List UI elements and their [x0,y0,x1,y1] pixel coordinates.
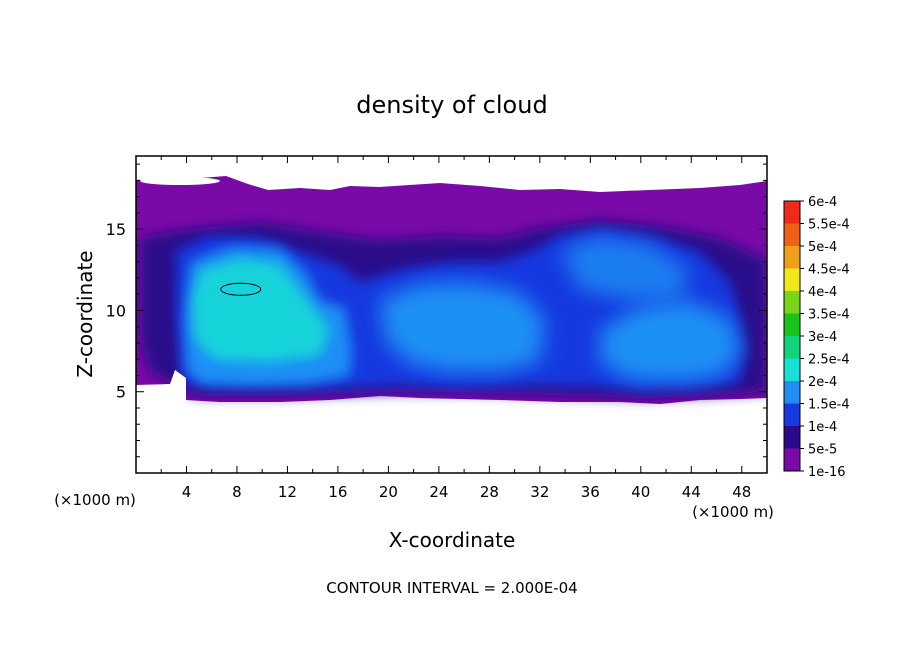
colorbar-label: 4.5e-4 [808,263,850,278]
y-axis-ticks: 5 10 15 [106,163,767,458]
y-tick-label: 15 [106,220,126,239]
x-unit-label-left: (×1000 m) [54,491,136,509]
x-tick-label: 8 [232,483,242,501]
colorbar-swatch [784,246,800,269]
colorbar-label: 1.5e-4 [808,398,850,413]
x-tick-label: 24 [429,483,448,501]
colorbar-label: 1e-4 [808,420,837,435]
colorbar-swatch [784,448,800,471]
y-axis-label: Z-coordinate [73,250,97,377]
colorbar-swatch [784,358,800,381]
x-tick-label: 44 [682,483,701,501]
gap-bottom-left [136,370,186,402]
x-tick-label: 40 [631,483,650,501]
x-axis-label: X-coordinate [389,528,516,552]
x-tick-label: 16 [328,483,347,501]
colorbar-label: 2.5e-4 [808,353,850,368]
colorbar-label: 6e-4 [808,195,837,210]
colorbar: 1e-16 5e-5 1e-4 1.5e-4 2e-4 2.5e-4 3e-4 3.5e-4 4… [783,195,850,480]
colorbar-label: 3e-4 [808,330,837,345]
x-tick-label: 12 [278,483,297,501]
colorbar-label: 5e-5 [808,443,837,458]
x-tick-label: 28 [480,483,499,501]
colorbar-swatch [784,201,800,224]
colorbar-swatch [784,336,800,359]
colorbar-swatch [784,313,800,336]
colorbar-label: 2e-4 [808,375,837,390]
contour-line-2e-4 [220,282,262,296]
colorbar-label: 5e-4 [808,240,837,255]
x-unit-label-right: (×1000 m) [692,503,774,521]
core-right-upper [560,236,690,300]
core-left-inner [192,258,330,362]
colorbar-swatch [784,426,800,449]
chart-title: density of cloud [356,91,547,119]
y-tick-label: 10 [106,301,126,320]
contour-interval-footer: CONTOUR INTERVAL = 2.000E-04 [326,579,577,597]
y-tick-label: 5 [116,383,126,402]
colorbar-swatch [784,403,800,426]
core-center-outer [380,282,545,372]
plot-area [136,176,767,404]
colorbar-label: 5.5e-4 [808,218,850,233]
colorbar-label: 4e-4 [808,285,837,300]
colorbar-swatch [784,381,800,404]
x-tick-label: 48 [732,483,751,501]
colorbar-swatch [784,268,800,291]
x-tick-label: 20 [379,483,398,501]
plot-frame [135,155,768,474]
colorbar-label: 1e-16 [808,465,846,480]
x-tick-label: 36 [581,483,600,501]
colorbar-label: 3.5e-4 [808,308,850,323]
x-tick-label: 32 [530,483,549,501]
colorbar-swatch [784,291,800,314]
gap-top-left [140,177,220,185]
colorbar-swatch [784,223,800,246]
x-axis-ticks: 4 8 12 16 20 24 28 32 36 40 44 48 [160,156,751,501]
x-tick-label: 4 [182,483,192,501]
core-right-outer [600,300,742,382]
